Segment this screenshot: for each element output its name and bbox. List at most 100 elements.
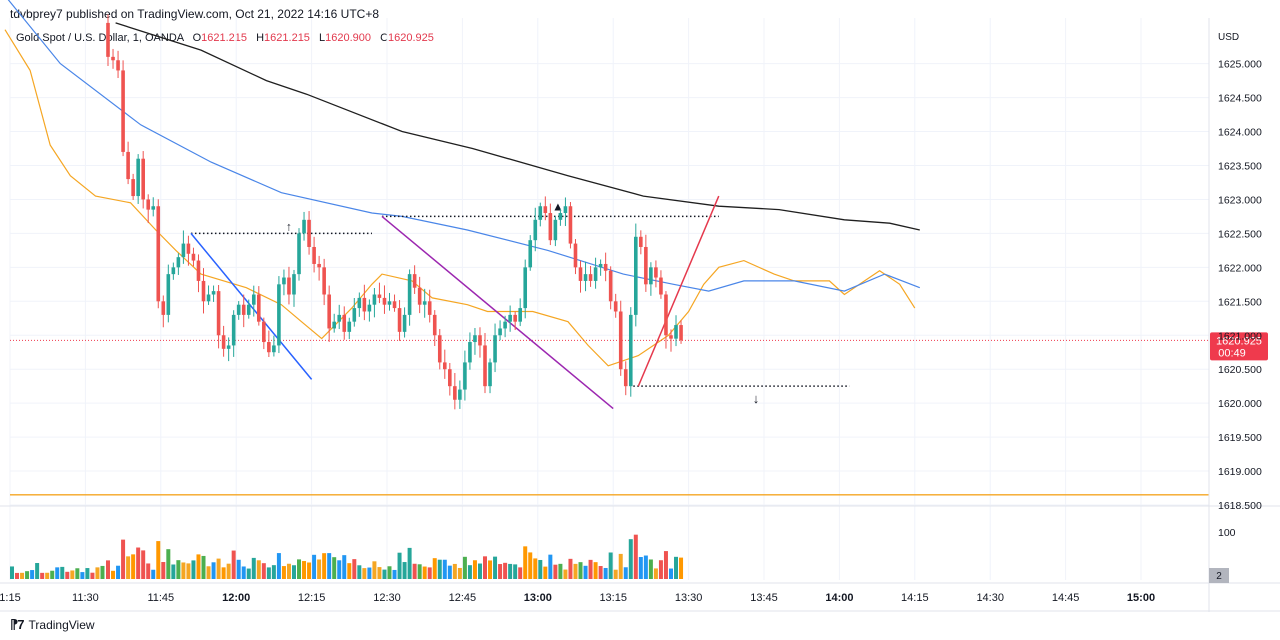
currency-label: USD bbox=[1218, 32, 1239, 43]
candle-body-44 bbox=[327, 294, 331, 329]
volume-bar-25 bbox=[231, 550, 236, 579]
volume-bar-95 bbox=[583, 565, 588, 579]
volume-bar-41 bbox=[312, 554, 317, 579]
y-tick-2: 1624.000 bbox=[1218, 127, 1262, 139]
x-tick-2: 11:45 bbox=[147, 592, 174, 604]
volume-bar-91 bbox=[563, 569, 568, 579]
candle-body-113 bbox=[674, 325, 678, 339]
candle-body-38 bbox=[297, 233, 301, 275]
candle-body-36 bbox=[287, 277, 291, 295]
volume-bar-103 bbox=[623, 567, 628, 579]
volume-bar-42 bbox=[317, 559, 322, 579]
y-tick-6: 1622.000 bbox=[1218, 262, 1262, 274]
candle-body-30 bbox=[257, 294, 261, 322]
volume-bar-71 bbox=[462, 556, 467, 579]
volume-bar-76 bbox=[488, 560, 493, 579]
candle-body-41 bbox=[312, 246, 316, 264]
low-label: L bbox=[319, 32, 326, 44]
low-value: 1620.900 bbox=[325, 32, 372, 44]
y-tick-12: 1619.000 bbox=[1218, 466, 1262, 478]
volume-bar-110 bbox=[658, 560, 663, 579]
volume-bar-114 bbox=[679, 557, 684, 579]
resistance-marker: ▲ bbox=[552, 199, 564, 213]
volume-bar-pre-3 bbox=[25, 571, 30, 579]
x-tick-0: 1:15 bbox=[0, 592, 21, 604]
volume-badge-box bbox=[1209, 568, 1229, 583]
volume-bar-65 bbox=[432, 558, 437, 579]
candle-body-110 bbox=[659, 277, 663, 295]
candle-body-88 bbox=[548, 213, 553, 241]
volume-bar-75 bbox=[483, 556, 488, 579]
left-high-marker: ↑ bbox=[286, 219, 292, 233]
candle-body-78 bbox=[498, 328, 502, 336]
volume-bar-26 bbox=[236, 559, 241, 579]
candle-body-15 bbox=[181, 243, 186, 258]
volume-bar-113 bbox=[674, 556, 679, 579]
candle-body-16 bbox=[186, 243, 191, 254]
volume-bar-29 bbox=[251, 557, 256, 579]
volume-bar-70 bbox=[457, 567, 462, 579]
volume-bar-74 bbox=[477, 563, 482, 579]
volume-bar-51 bbox=[362, 568, 367, 579]
volume-bar-57 bbox=[392, 569, 397, 579]
candle-body-97 bbox=[593, 267, 598, 281]
x-tick-8: 13:15 bbox=[599, 592, 627, 604]
volume-bar-111 bbox=[663, 551, 668, 579]
candle-body-108 bbox=[649, 267, 653, 285]
volume-bar-73 bbox=[472, 560, 477, 579]
candle-body-65 bbox=[432, 314, 437, 336]
x-tick-3: 12:00 bbox=[222, 592, 250, 604]
close-value: 1620.925 bbox=[388, 32, 434, 44]
volume-bar-60 bbox=[407, 547, 412, 579]
candle-body-102 bbox=[618, 311, 623, 370]
candle-body-93 bbox=[573, 243, 578, 268]
candle-body-28 bbox=[246, 304, 251, 315]
candle-body-82 bbox=[518, 308, 522, 322]
candle-body-24 bbox=[226, 345, 231, 349]
candle-body-32 bbox=[267, 342, 271, 353]
candle-body-91 bbox=[563, 206, 568, 214]
volume-bar-46 bbox=[337, 560, 342, 579]
volume-bar-4 bbox=[126, 556, 131, 579]
volume-bar-pre-12 bbox=[70, 570, 75, 579]
y-tick-4: 1623.000 bbox=[1218, 194, 1262, 206]
candle-body-50 bbox=[357, 297, 362, 309]
x-tick-11: 14:00 bbox=[825, 592, 853, 604]
volume-bar-2 bbox=[116, 565, 121, 579]
volume-bar-32 bbox=[266, 567, 271, 579]
candle-body-45 bbox=[332, 321, 337, 329]
y-tick-7: 1621.500 bbox=[1218, 296, 1262, 308]
volume-bar-99 bbox=[603, 567, 608, 579]
candle-body-73 bbox=[473, 335, 477, 343]
volume-bar-17 bbox=[191, 560, 196, 579]
volume-bar-pre-10 bbox=[60, 566, 65, 579]
volume-bar-6 bbox=[136, 547, 141, 579]
candle-body-19 bbox=[201, 280, 206, 302]
x-tick-7: 13:00 bbox=[524, 592, 552, 604]
candle-body-31 bbox=[262, 321, 266, 343]
candle-body-104 bbox=[628, 314, 633, 387]
open-label: O bbox=[192, 32, 202, 44]
x-tick-10: 13:45 bbox=[750, 592, 778, 604]
volume-bar-53 bbox=[372, 561, 377, 579]
candle-body-59 bbox=[402, 314, 407, 332]
symbol-name: Gold Spot / U.S. Dollar, 1, OANDA bbox=[16, 32, 184, 44]
chart-legend: Gold Spot / U.S. Dollar, 1, OANDA O1621.… bbox=[16, 32, 434, 44]
volume-bar-21 bbox=[211, 562, 216, 579]
volume-bar-69 bbox=[452, 563, 457, 579]
candle-body-60 bbox=[407, 274, 412, 315]
volume-bar-pre-9 bbox=[55, 567, 60, 579]
volume-bar-30 bbox=[256, 560, 261, 579]
x-tick-12: 14:15 bbox=[901, 592, 929, 604]
volume-bar-83 bbox=[523, 546, 528, 579]
x-tick-5: 12:30 bbox=[373, 592, 401, 604]
volume-badge: 2 bbox=[1216, 571, 1222, 582]
candle-body-85 bbox=[533, 219, 538, 241]
volume-bar-27 bbox=[241, 566, 246, 579]
volume-bar-pre-15 bbox=[85, 568, 90, 579]
volume-bar-43 bbox=[322, 553, 327, 579]
candle-body-5 bbox=[131, 179, 135, 197]
candle-body-66 bbox=[437, 335, 442, 363]
volume-bar-58 bbox=[397, 552, 402, 579]
